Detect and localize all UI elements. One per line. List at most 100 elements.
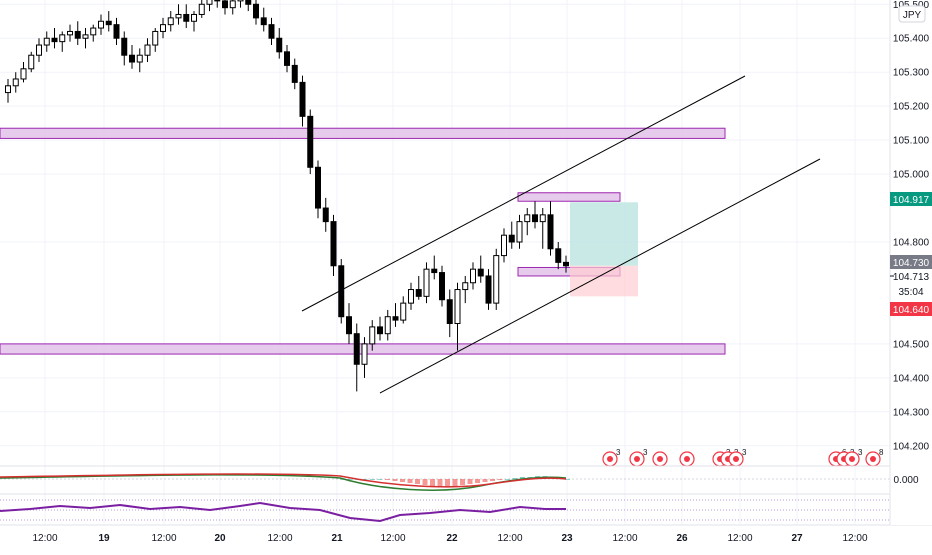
time-label: 19 [98,533,110,544]
event-count: 8 [879,448,884,457]
candle [229,0,236,9]
time-label: 21 [331,533,343,544]
candle [423,268,430,297]
price-tick-label: 104.300 [893,407,930,418]
time-label: 12:00 [497,533,522,544]
macd-zero-label: 0.000 [893,475,918,486]
macd-bar [505,479,510,480]
candle [400,302,407,321]
time-label: 26 [676,533,688,544]
candle [493,255,500,304]
macd-pane [0,473,890,491]
candle [90,27,97,36]
candle [222,0,228,9]
candle [485,275,492,304]
price-tick-label: 105.100 [893,136,930,147]
candle [392,316,399,321]
macd-bar [475,479,480,483]
time-label: 23 [561,533,573,544]
candle [105,20,112,26]
candle [167,17,174,26]
take-profit-tag: 104.917 [890,192,932,206]
macd-bar [520,477,525,479]
candle [563,261,569,267]
time-axis[interactable]: 12:00 19 12:00 20 12:00 21 12:00 22 12:00 23 12:00… [32,533,867,544]
candle [183,13,190,22]
price-tick-label: 104.800 [893,238,930,249]
candle [276,37,283,53]
macd-bar [565,479,570,480]
candle [547,214,554,250]
economic-events[interactable]: 333336338 [602,448,884,467]
macd-bar [407,479,413,483]
macd-bar [362,479,368,480]
event-flag-icon [684,456,690,462]
currency-button[interactable] [898,5,926,23]
candle [384,316,391,335]
candle [353,333,360,365]
candles [5,0,569,392]
event-count: 3 [742,448,747,457]
candle [245,0,252,5]
cursor-price-tag: 104.713 [890,272,930,283]
candle [439,272,445,301]
long-position-tool[interactable] [570,202,638,297]
candle [152,30,159,46]
stop-loss-tag: 104.640 [890,302,932,316]
rsi-line [0,501,566,523]
time-label: 27 [791,533,803,544]
candle [361,343,368,365]
event-flag-icon [657,456,663,462]
candle [237,0,244,2]
macd-bar [400,479,405,482]
candle [524,214,531,223]
candle [113,24,120,39]
trend-channel[interactable] [301,75,821,394]
candle [369,326,376,345]
macd-bar [415,479,420,484]
macd-bar [370,479,375,480]
event-flag-icon [733,456,739,462]
macd-bar [452,479,458,486]
price-tick-label: 105.300 [893,68,930,79]
time-label: 12:00 [842,533,867,544]
event-count: 3 [616,448,621,457]
candle [198,3,205,15]
candle [129,54,135,63]
event-count: 3 [858,448,863,457]
macd-bar [512,478,518,479]
candle [470,268,476,284]
candle [291,64,298,83]
currency-label: JPY [903,10,922,21]
rsi-pane [0,499,890,523]
candle [175,13,182,19]
candle [43,37,50,46]
macd-bar [490,479,495,481]
sr-zone [517,192,621,202]
event-count: 3 [643,448,648,457]
macd-bar [460,479,465,485]
countdown-value: 35:04 [898,287,923,298]
cursor-price-value: 104.713 [893,272,930,283]
price-tick-label: 105.200 [893,102,930,113]
time-label: 12:00 [380,533,405,544]
macd-bar [437,479,443,487]
candle [12,78,19,87]
candle [446,299,453,325]
take-profit-value: 104.917 [893,195,930,206]
macd-bar [392,479,398,481]
candle [20,68,27,80]
candle [5,85,11,94]
candle [377,326,383,335]
candle [462,282,469,291]
candle [307,115,314,168]
channel-line [379,158,821,394]
price-tick-label: 104.500 [893,339,930,350]
macd-bar [497,479,503,480]
candle [59,34,66,43]
candle [330,221,337,267]
time-label: 12:00 [151,533,176,544]
candle [144,44,151,56]
